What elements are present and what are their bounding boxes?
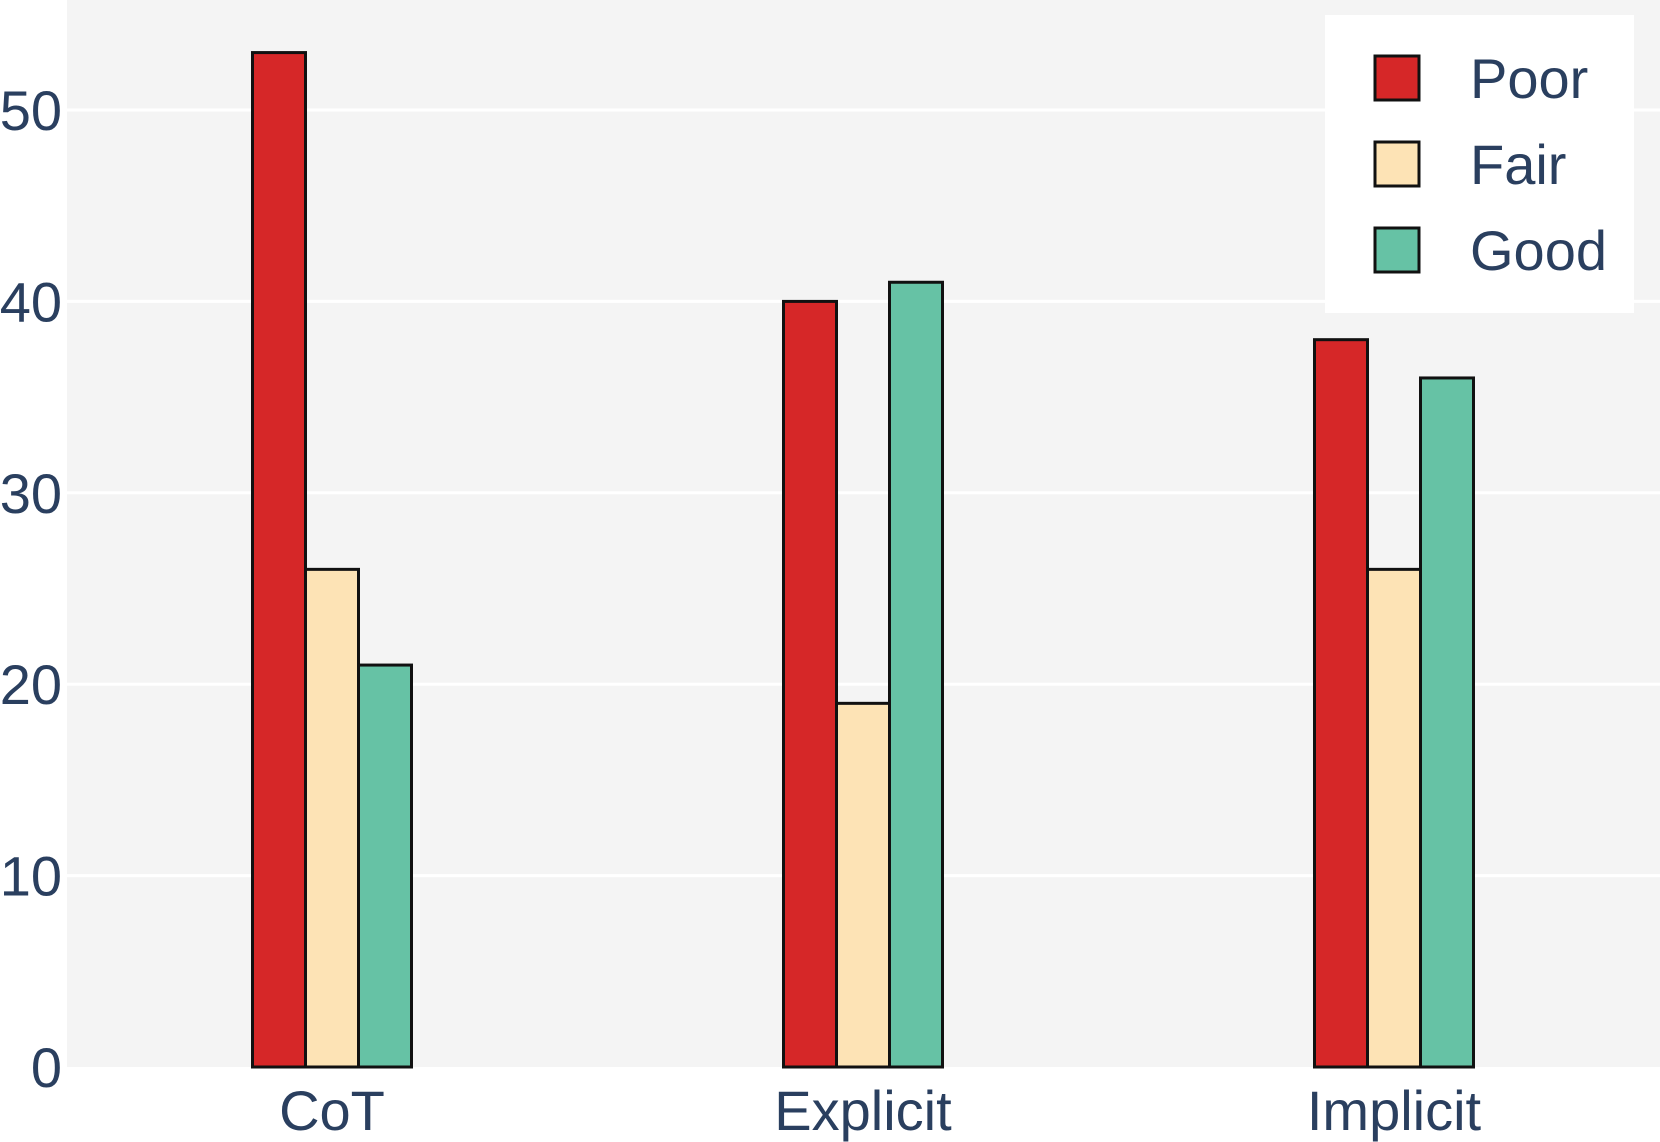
legend-swatch-poor (1373, 54, 1421, 102)
bar-good-explicit (888, 280, 944, 1069)
x-axis-ticks: CoT Explicit Implicit (279, 1079, 1481, 1142)
y-tick-label: 20 (0, 653, 62, 716)
bar-good-cot (357, 663, 413, 1069)
y-tick-label: 40 (0, 270, 62, 333)
bar-good-implicit (1419, 376, 1475, 1069)
legend-label-fair: Fair (1470, 133, 1566, 196)
bar-fair-implicit (1366, 567, 1422, 1069)
bar-fair-explicit (835, 701, 891, 1069)
y-tick-label: 30 (0, 462, 62, 525)
y-tick-label: 50 (0, 79, 62, 142)
bar-poor-implicit (1313, 338, 1369, 1069)
bar-fair-cot (304, 567, 360, 1069)
x-tick-label: Explicit (774, 1079, 952, 1142)
legend-label-poor: Poor (1470, 47, 1588, 110)
y-axis-ticks: 0 10 20 30 40 50 (0, 79, 62, 1099)
bars (251, 51, 1475, 1069)
legend-label-good: Good (1470, 219, 1607, 282)
legend: Poor Fair Good (1325, 15, 1634, 313)
legend-swatch-fair (1373, 140, 1421, 188)
legend-swatch-good (1373, 226, 1421, 274)
bar-poor-cot (251, 51, 307, 1069)
x-tick-label: CoT (279, 1079, 385, 1142)
y-tick-label: 10 (0, 845, 62, 908)
x-tick-label: Implicit (1307, 1079, 1482, 1142)
bar-poor-explicit (782, 299, 838, 1069)
y-tick-label: 0 (31, 1036, 62, 1099)
